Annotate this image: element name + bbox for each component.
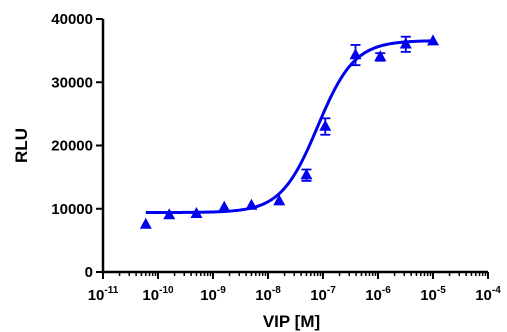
y-axis-title: RLU bbox=[12, 128, 31, 163]
x-tick-label: 10-5 bbox=[420, 285, 446, 304]
y-tick-label: 30000 bbox=[51, 74, 93, 91]
x-tick-label: 10-9 bbox=[200, 285, 226, 304]
x-tick-label: 10-7 bbox=[310, 285, 336, 304]
x-tick-label: 10-4 bbox=[475, 285, 501, 304]
data-point-marker bbox=[300, 168, 313, 180]
y-tick-label: 10000 bbox=[51, 201, 93, 218]
data-point-marker bbox=[374, 50, 387, 62]
x-tick-label: 10-6 bbox=[365, 285, 391, 304]
y-tick-label: 40000 bbox=[51, 11, 93, 28]
axes: 0 10000 20000 30000 40000 10-11 10-10 10-9 10-8 1… bbox=[51, 11, 501, 304]
data-point-marker bbox=[273, 194, 286, 206]
plot-area bbox=[139, 34, 439, 229]
x-tick-label: 10-10 bbox=[142, 285, 174, 304]
data-point-marker bbox=[190, 206, 203, 218]
x-tick-label: 10-8 bbox=[255, 285, 281, 304]
data-point-marker bbox=[218, 200, 231, 212]
data-point-marker bbox=[245, 198, 258, 210]
data-point-marker bbox=[349, 48, 362, 60]
y-tick-label: 20000 bbox=[51, 138, 93, 155]
fit-curve bbox=[145, 39, 434, 215]
data-point-marker bbox=[139, 217, 152, 229]
data-point-marker bbox=[399, 37, 412, 49]
y-tick-label: 0 bbox=[85, 264, 93, 281]
data-point-marker bbox=[319, 119, 332, 131]
x-axis-title: VIP [M] bbox=[263, 312, 320, 331]
data-point-marker bbox=[163, 208, 176, 220]
data-point-marker bbox=[427, 34, 439, 46]
x-tick-label: 10-11 bbox=[88, 285, 119, 304]
